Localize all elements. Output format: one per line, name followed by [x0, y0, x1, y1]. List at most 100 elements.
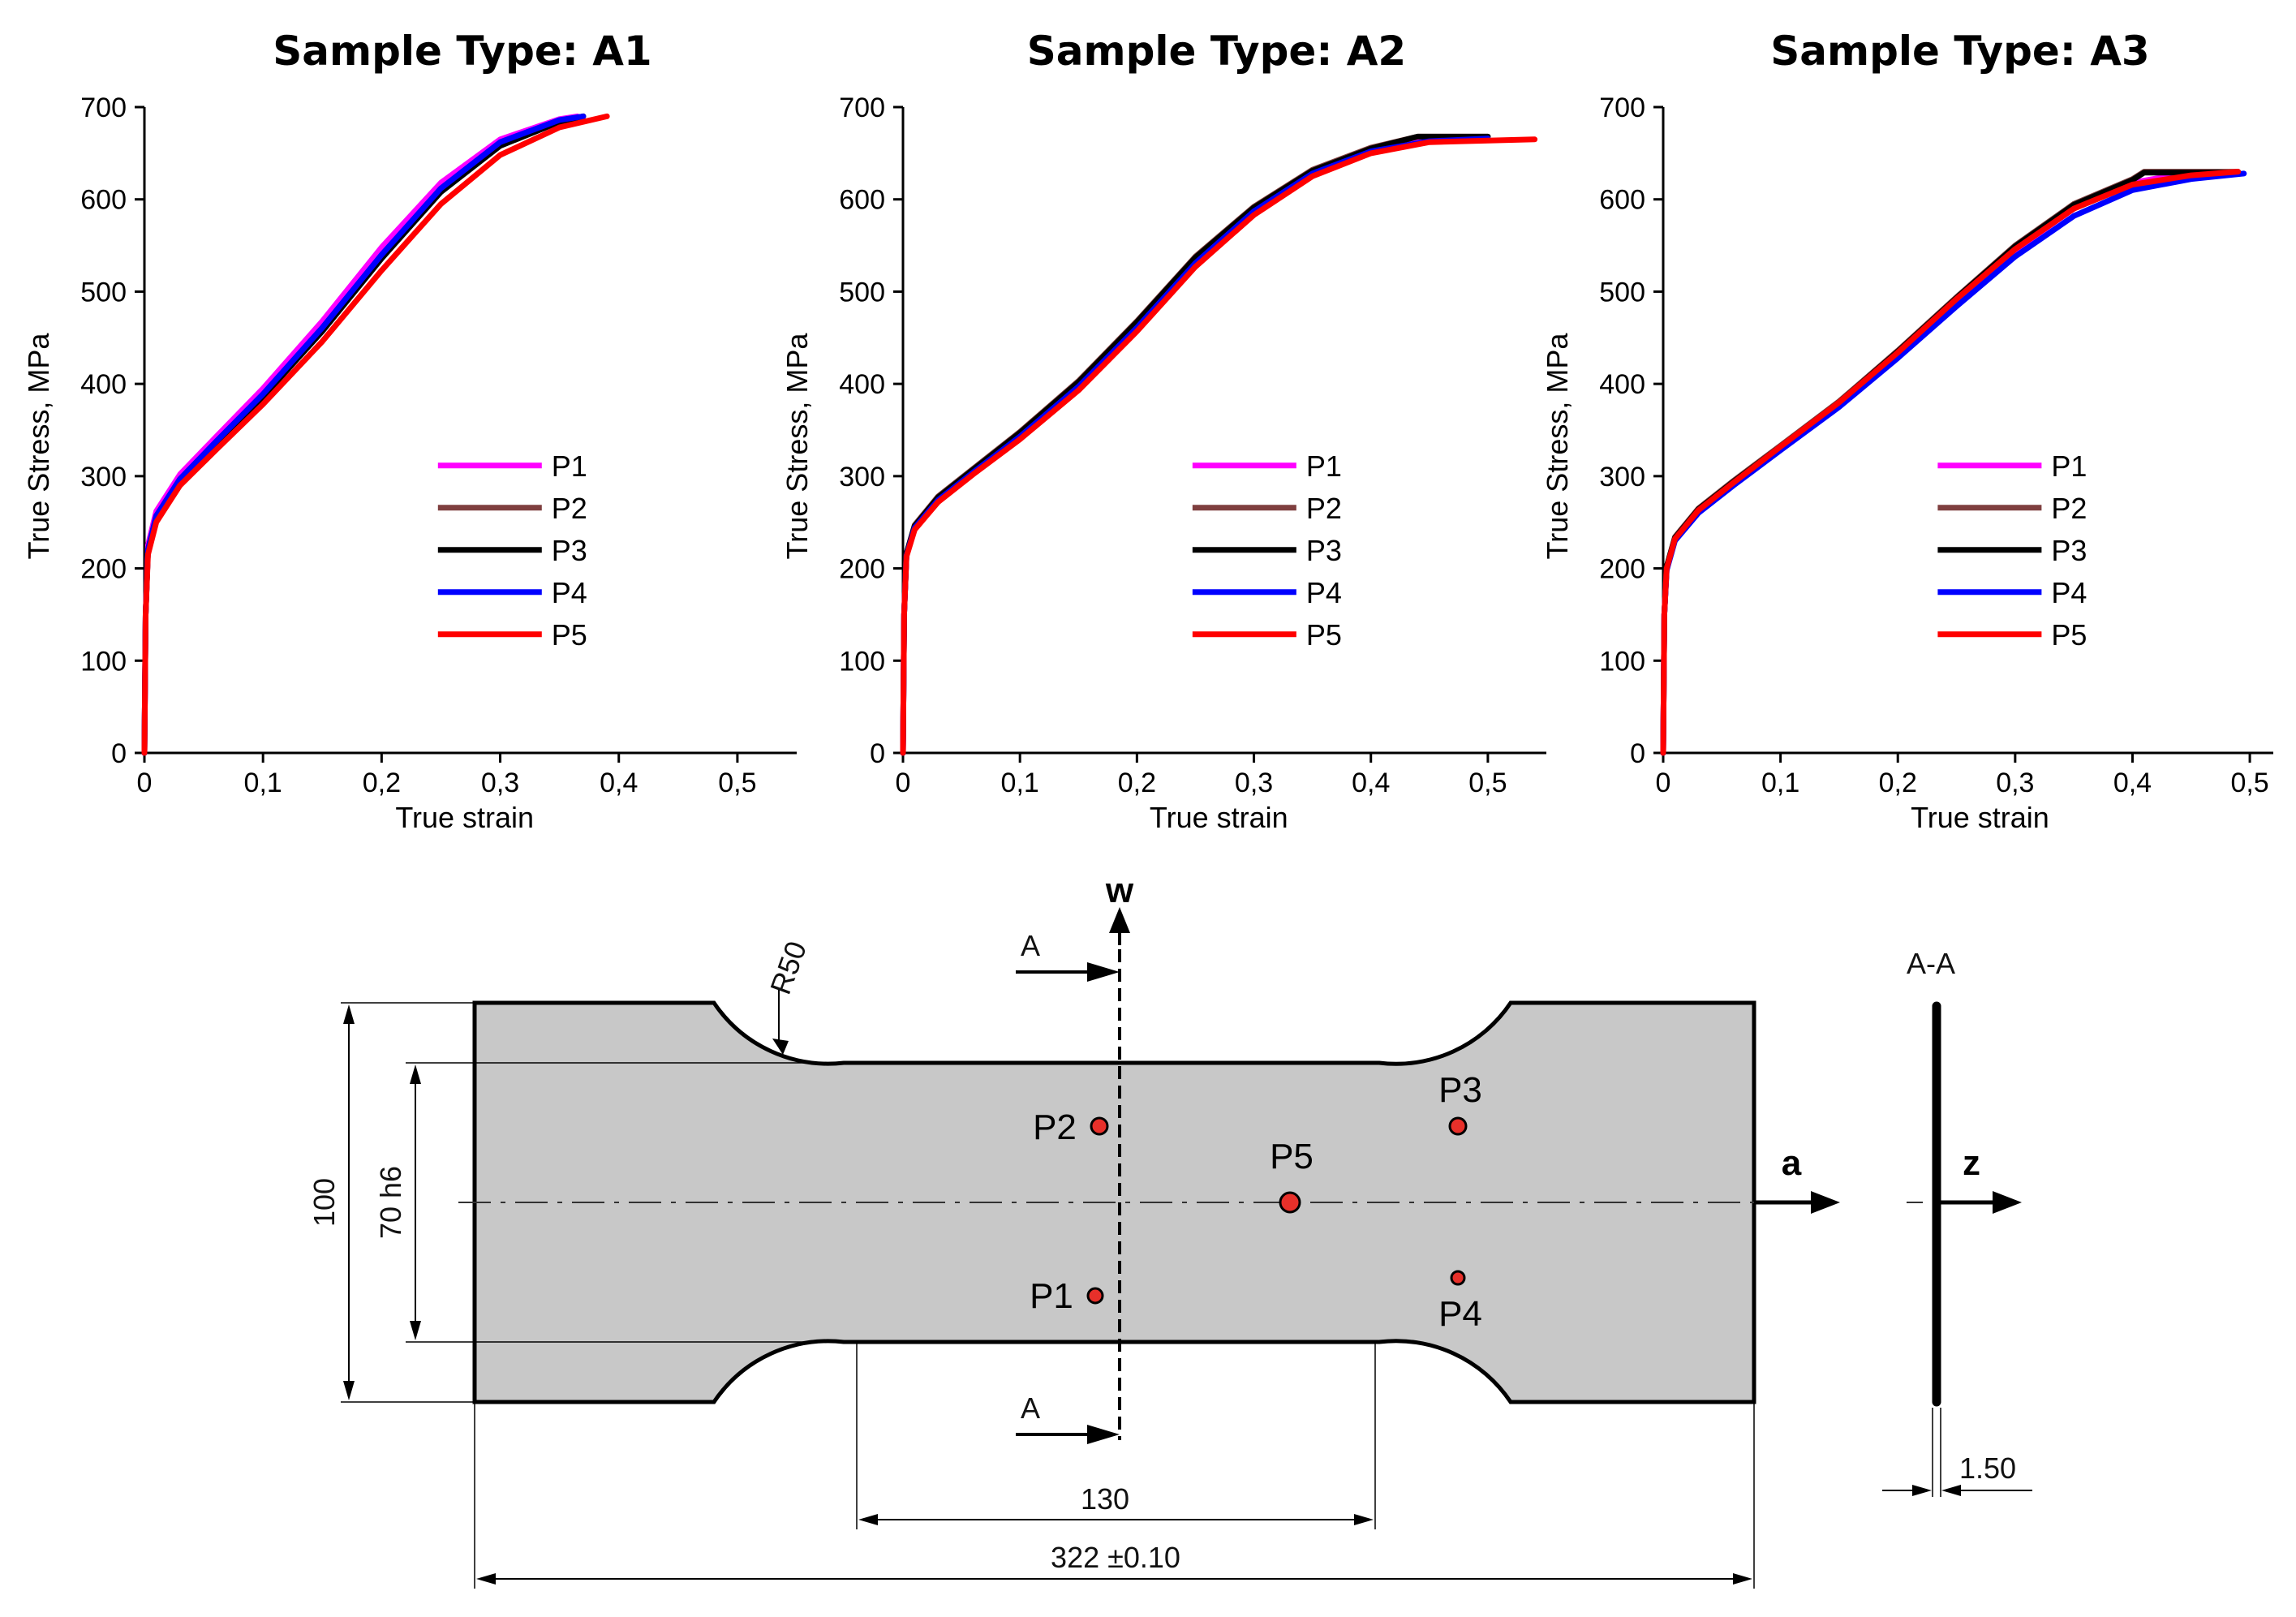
y-tick-label: 700: [80, 92, 127, 123]
y-tick-label: 700: [839, 92, 885, 123]
legend-label-p5: P5: [2051, 618, 2087, 652]
y-axis-label: True Stress, MPa: [780, 333, 814, 560]
dim-thickness-arrow-right: [1941, 1485, 1961, 1496]
x-tick-label: 0,5: [2230, 768, 2268, 798]
point-p4-label: P4: [1438, 1294, 1482, 1334]
series-line-p1: [1660, 169, 2242, 756]
series-line-p5: [1660, 169, 2242, 756]
dim-70-arrow-top: [410, 1064, 421, 1084]
charts-group: Sample Type: A1 0 100 200 300 400 500 600 700 0 0,…: [22, 28, 2273, 834]
specimen-diagram: w A A R50 100 70 h6 130: [307, 871, 2032, 1589]
radius-label: R50: [763, 937, 813, 999]
legend-label-p3: P3: [552, 534, 587, 567]
series-line-p5: [900, 136, 1538, 756]
chart-title: Sample Type: A3: [1770, 28, 2149, 75]
series-line-p3: [900, 133, 1491, 756]
y-axis-label: True Stress, MPa: [22, 333, 55, 560]
y-tick-label: 100: [80, 646, 127, 677]
y-tick-label: 200: [839, 554, 885, 585]
dim-322-label: 322 ±0.10: [1051, 1541, 1180, 1574]
x-tick-label: 0,3: [1996, 768, 2034, 798]
legend-label-p5: P5: [1306, 618, 1342, 652]
z-axis-arrowhead: [1993, 1191, 2022, 1214]
radius-leader-arrowhead: [772, 1039, 789, 1055]
legend-label-p4: P4: [2051, 576, 2087, 609]
y-tick-label: 600: [1599, 185, 1645, 216]
x-tick-label: 0: [137, 768, 153, 798]
chart-2: Sample Type: A2 0 100 200 300 400 500 600 700 0 0,…: [780, 28, 1546, 834]
x-axis-label: True strain: [395, 801, 534, 834]
legend-label-p3: P3: [1306, 534, 1342, 567]
x-tick-label: 0: [896, 768, 911, 798]
legend-label-p1: P1: [1306, 449, 1342, 483]
dim-70-arrow-bottom: [410, 1321, 421, 1340]
y-tick-label: 600: [80, 185, 127, 216]
section-arrow-top-head: [1087, 962, 1120, 982]
x-axis-label: True strain: [1911, 801, 2049, 834]
series-line-p2: [1660, 169, 2242, 756]
series-line-p5: [141, 113, 610, 756]
point-p3-label: P3: [1438, 1070, 1482, 1110]
y-tick-label: 500: [80, 277, 127, 307]
dim-322-arrow-right: [1733, 1573, 1752, 1585]
dim-130-arrow-right: [1354, 1514, 1374, 1525]
y-tick-label: 0: [111, 738, 127, 769]
point-p3-marker: [1448, 1116, 1468, 1136]
series-line-p4: [900, 135, 1491, 756]
chart-title: Sample Type: A1: [273, 28, 651, 75]
y-tick-label: 400: [1599, 369, 1645, 400]
section-label-top: A: [1021, 929, 1040, 962]
point-p2-marker: [1090, 1116, 1109, 1136]
y-tick-label: 200: [80, 554, 127, 585]
x-tick-label: 0: [1656, 768, 1671, 798]
point-p1-label: P1: [1030, 1276, 1073, 1316]
y-tick-label: 100: [1599, 646, 1645, 677]
dim-130-arrow-left: [858, 1514, 878, 1525]
dim-70-label: 70 h6: [374, 1166, 407, 1239]
legend-label-p1: P1: [2051, 449, 2087, 483]
w-axis-arrowhead: [1109, 907, 1130, 933]
x-tick-label: 0,4: [600, 768, 638, 798]
x-tick-label: 0,4: [1352, 768, 1390, 798]
chart-title: Sample Type: A2: [1027, 28, 1406, 75]
legend-label-p3: P3: [2051, 534, 2087, 567]
legend-label-p2: P2: [552, 492, 587, 525]
dim-100-arrow-top: [343, 1004, 355, 1024]
section-arrow-bottom-head: [1087, 1425, 1120, 1444]
dim-322-arrow-left: [476, 1573, 496, 1585]
y-axis-label: True Stress, MPa: [1541, 333, 1574, 560]
y-tick-label: 300: [80, 462, 127, 492]
legend-label-p1: P1: [552, 449, 587, 483]
x-tick-label: 0,4: [2113, 768, 2152, 798]
x-tick-label: 0,1: [1761, 768, 1799, 798]
chart-1: Sample Type: A1 0 100 200 300 400 500 600 700 0 0,…: [22, 28, 797, 834]
y-tick-label: 200: [1599, 554, 1645, 585]
chart-3: Sample Type: A3 0 100 200 300 400 500 600 700 0 0,…: [1541, 28, 2273, 834]
point-p2-label: P2: [1033, 1107, 1077, 1147]
dim-130-label: 130: [1081, 1482, 1129, 1516]
x-tick-label: 0,2: [1879, 768, 1917, 798]
y-tick-label: 400: [80, 369, 127, 400]
x-tick-label: 0,3: [481, 768, 519, 798]
x-tick-label: 0,3: [1235, 768, 1273, 798]
point-p4-marker: [1450, 1270, 1466, 1286]
dim-100-arrow-bottom: [343, 1381, 355, 1400]
series-line-p2: [141, 113, 587, 756]
y-tick-label: 600: [839, 185, 885, 216]
legend-label-p5: P5: [552, 618, 587, 652]
x-tick-label: 0,2: [1118, 768, 1156, 798]
series-line-p4: [141, 113, 587, 756]
y-tick-label: 500: [1599, 277, 1645, 307]
point-p5-marker: [1279, 1191, 1301, 1214]
series-line-p1: [141, 113, 581, 756]
y-tick-label: 100: [839, 646, 885, 677]
dim-thickness-arrow-left: [1912, 1485, 1932, 1496]
a-axis-arrowhead: [1811, 1191, 1840, 1214]
y-tick-label: 400: [839, 369, 885, 400]
x-tick-label: 0,1: [1001, 768, 1039, 798]
x-tick-label: 0,5: [1468, 768, 1507, 798]
point-p1-marker: [1086, 1287, 1104, 1305]
legend-label-p4: P4: [552, 576, 587, 609]
series-line-p3: [141, 113, 587, 756]
